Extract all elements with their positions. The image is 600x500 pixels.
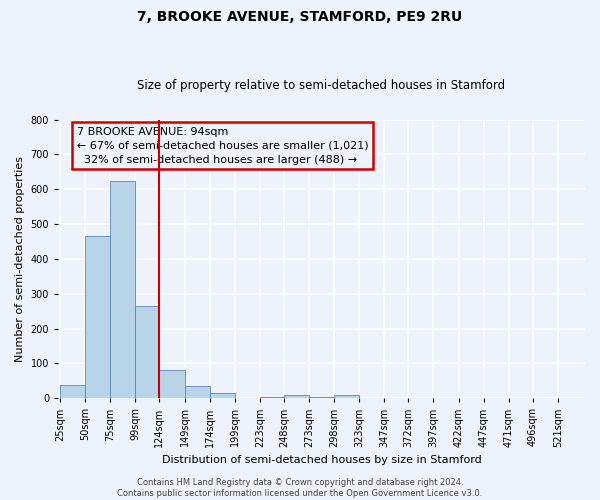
Bar — [309, 396, 334, 398]
X-axis label: Distribution of semi-detached houses by size in Stamford: Distribution of semi-detached houses by … — [161, 455, 481, 465]
Text: 7, BROOKE AVENUE, STAMFORD, PE9 2RU: 7, BROOKE AVENUE, STAMFORD, PE9 2RU — [137, 10, 463, 24]
Bar — [136, 306, 160, 398]
Bar — [260, 396, 284, 398]
Text: Contains HM Land Registry data © Crown copyright and database right 2024.
Contai: Contains HM Land Registry data © Crown c… — [118, 478, 482, 498]
Bar — [85, 236, 110, 398]
Bar — [185, 386, 209, 398]
Y-axis label: Number of semi-detached properties: Number of semi-detached properties — [15, 156, 25, 362]
Title: Size of property relative to semi-detached houses in Stamford: Size of property relative to semi-detach… — [137, 79, 506, 92]
Bar — [60, 385, 85, 398]
Text: 7 BROOKE AVENUE: 94sqm
← 67% of semi-detached houses are smaller (1,021)
  32% o: 7 BROOKE AVENUE: 94sqm ← 67% of semi-det… — [77, 126, 368, 164]
Bar — [209, 394, 235, 398]
Bar — [284, 395, 309, 398]
Bar — [110, 180, 136, 398]
Bar — [334, 396, 359, 398]
Bar — [160, 370, 185, 398]
